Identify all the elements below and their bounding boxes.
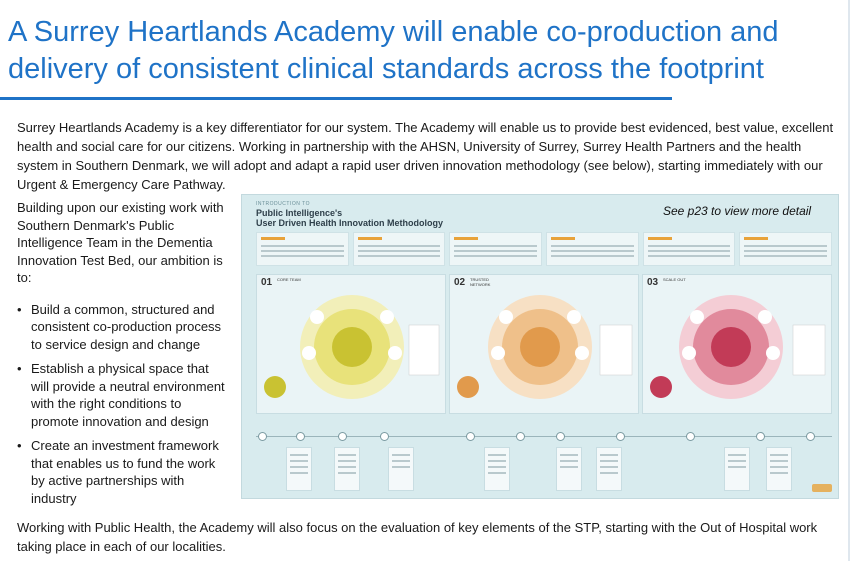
principle-card (352, 232, 446, 266)
infographic-title-line2: User Driven Health Innovation Methodolog… (256, 218, 444, 228)
timeline-card (724, 447, 750, 491)
phase-diagram (457, 295, 633, 399)
timeline-card (334, 447, 360, 491)
principle-card (739, 232, 833, 266)
title-underline (0, 97, 672, 100)
slide-title: A Surrey Heartlands Academy will enable … (8, 16, 779, 85)
phase-number: 01 (261, 277, 273, 288)
timeline-node (686, 432, 695, 441)
timeline-node (338, 432, 347, 441)
principles-strip (256, 232, 833, 266)
phase-label: SCALE OUT (663, 277, 686, 282)
timeline-node (556, 432, 565, 441)
example-timeline (256, 427, 832, 495)
timeline-card (484, 447, 510, 491)
timeline-card (596, 447, 622, 491)
infographic-title-line1: Public Intelligence's (256, 208, 343, 218)
timeline-node (806, 432, 815, 441)
closing-paragraph: Working with Public Health, the Academy … (17, 520, 818, 554)
timeline-card (388, 447, 414, 491)
principle-card (642, 232, 736, 266)
methodology-infographic: INTRODUCTION TO Public Intelligence's Us… (241, 194, 839, 499)
timeline-card (556, 447, 582, 491)
detail-note: See p23 to view more detail (663, 204, 812, 218)
ambition-lead: Building upon our existing work with Sou… (17, 200, 224, 285)
phase-number: 03 (647, 277, 659, 288)
ambition-section: Building upon our existing work with Sou… (17, 199, 229, 514)
phase-panel-trusted-network: 02 TRUSTED NETWORK (449, 274, 639, 414)
phase-diagram (650, 295, 826, 399)
principle-card (546, 232, 639, 266)
infographic-title: Public Intelligence's User Driven Health… (256, 208, 443, 228)
timeline-node (296, 432, 305, 441)
phase-panel-core-team: 01 CORE TEAM (256, 274, 446, 414)
phase-panel-scale-out: 03 SCALE OUT (642, 274, 832, 414)
right-edge-rule (848, 0, 850, 561)
phase-diagram (264, 295, 440, 399)
timeline-card (766, 447, 792, 491)
intro-paragraph: Surrey Heartlands Academy is a key diffe… (17, 120, 834, 192)
timeline-node (756, 432, 765, 441)
ambition-list: Build a common, structured and consisten… (17, 301, 229, 508)
timeline-node (466, 432, 475, 441)
infographic-kicker: INTRODUCTION TO (256, 201, 310, 207)
timeline-node (380, 432, 389, 441)
ambition-item: Create an investment framework that enab… (17, 437, 229, 507)
principle-card (256, 232, 349, 266)
timeline-line (256, 436, 832, 437)
ambition-item: Establish a physical space that will pro… (17, 360, 229, 430)
phase-label: CORE TEAM (277, 277, 301, 282)
ambition-item: Build a common, structured and consisten… (17, 301, 229, 354)
timeline-card (286, 447, 312, 491)
principle-card (449, 232, 543, 266)
timeline-node (616, 432, 625, 441)
timeline-node (516, 432, 525, 441)
phase-number: 02 (454, 277, 466, 288)
public-intelligence-logo-mark (812, 484, 832, 492)
phase-label: TRUSTED NETWORK (470, 277, 491, 287)
timeline-node (258, 432, 267, 441)
